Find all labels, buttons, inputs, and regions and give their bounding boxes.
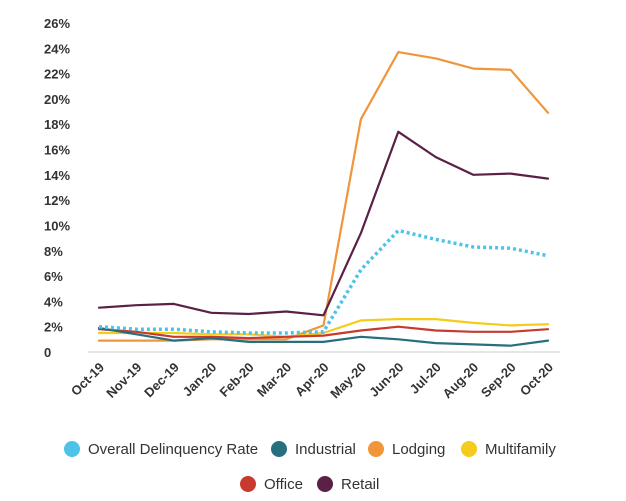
x-tick-label: Oct-20 [517, 360, 556, 399]
legend-label-office: Office [264, 476, 303, 493]
y-tick-label: 16% [44, 143, 70, 158]
legend-marker-overall-delinquency-rate [64, 441, 80, 457]
legend-label-overall-delinquency-rate: Overall Delinquency Rate [88, 441, 258, 458]
series-line-office [97, 325, 550, 340]
x-tick-label: May-20 [327, 360, 369, 402]
series-line-lodging [97, 50, 550, 342]
x-tick-label: Apr-20 [292, 360, 332, 400]
y-tick-label: 22% [44, 67, 70, 82]
x-tick-label: Feb-20 [217, 360, 257, 400]
legend-marker-industrial [271, 441, 287, 457]
y-tick-label: 24% [44, 41, 70, 56]
legend: Overall Delinquency Rate Industrial Lodgin… [64, 441, 556, 493]
x-tick-label: Mar-20 [254, 360, 294, 400]
legend-marker-retail [317, 476, 333, 492]
y-tick-label: 18% [44, 117, 70, 132]
y-tick-label: 4% [44, 294, 63, 309]
y-tick-label: 12% [44, 193, 70, 208]
y-tick-label: 26% [44, 16, 70, 31]
y-tick-label: 0 [44, 345, 51, 360]
y-tick-label: 14% [44, 168, 70, 183]
x-tick-label: Jun-20 [366, 360, 406, 400]
y-tick-label: 6% [44, 269, 63, 284]
x-tick-label: Nov-19 [103, 360, 144, 401]
y-tick-label: 2% [44, 320, 63, 335]
series-line-overall-delinquency-rate [98, 228, 549, 335]
series-lines [97, 50, 550, 347]
legend-marker-lodging [368, 441, 384, 457]
series-line-retail [97, 130, 550, 317]
x-tick-label: Sep-20 [478, 360, 519, 401]
x-tick-label: Dec-19 [141, 360, 182, 401]
legend-label-lodging: Lodging [392, 441, 445, 458]
legend-label-multifamily: Multifamily [485, 441, 556, 458]
series-line-industrial [97, 326, 550, 347]
legend-marker-office [240, 476, 256, 492]
x-tick-label: Jan-20 [180, 360, 220, 400]
legend-label-industrial: Industrial [295, 441, 356, 458]
y-tick-label: 10% [44, 218, 70, 233]
y-tick-label: 20% [44, 92, 70, 107]
legend-label-retail: Retail [341, 476, 379, 493]
x-tick-label: Aug-20 [440, 360, 482, 402]
legend-marker-multifamily [461, 441, 477, 457]
x-tick-label: Jul-20 [407, 360, 444, 397]
y-tick-label: 8% [44, 244, 63, 259]
x-tick-label: Oct-19 [68, 360, 107, 399]
x-axis-ticks: Oct-19Nov-19Dec-19Jan-20Feb-20Mar-20Apr-… [68, 360, 556, 402]
y-axis-ticks: 0 2% 4% 6% 8% 10% 12% 14% 16% 18% 20% 22% 24% 26% [44, 16, 70, 360]
